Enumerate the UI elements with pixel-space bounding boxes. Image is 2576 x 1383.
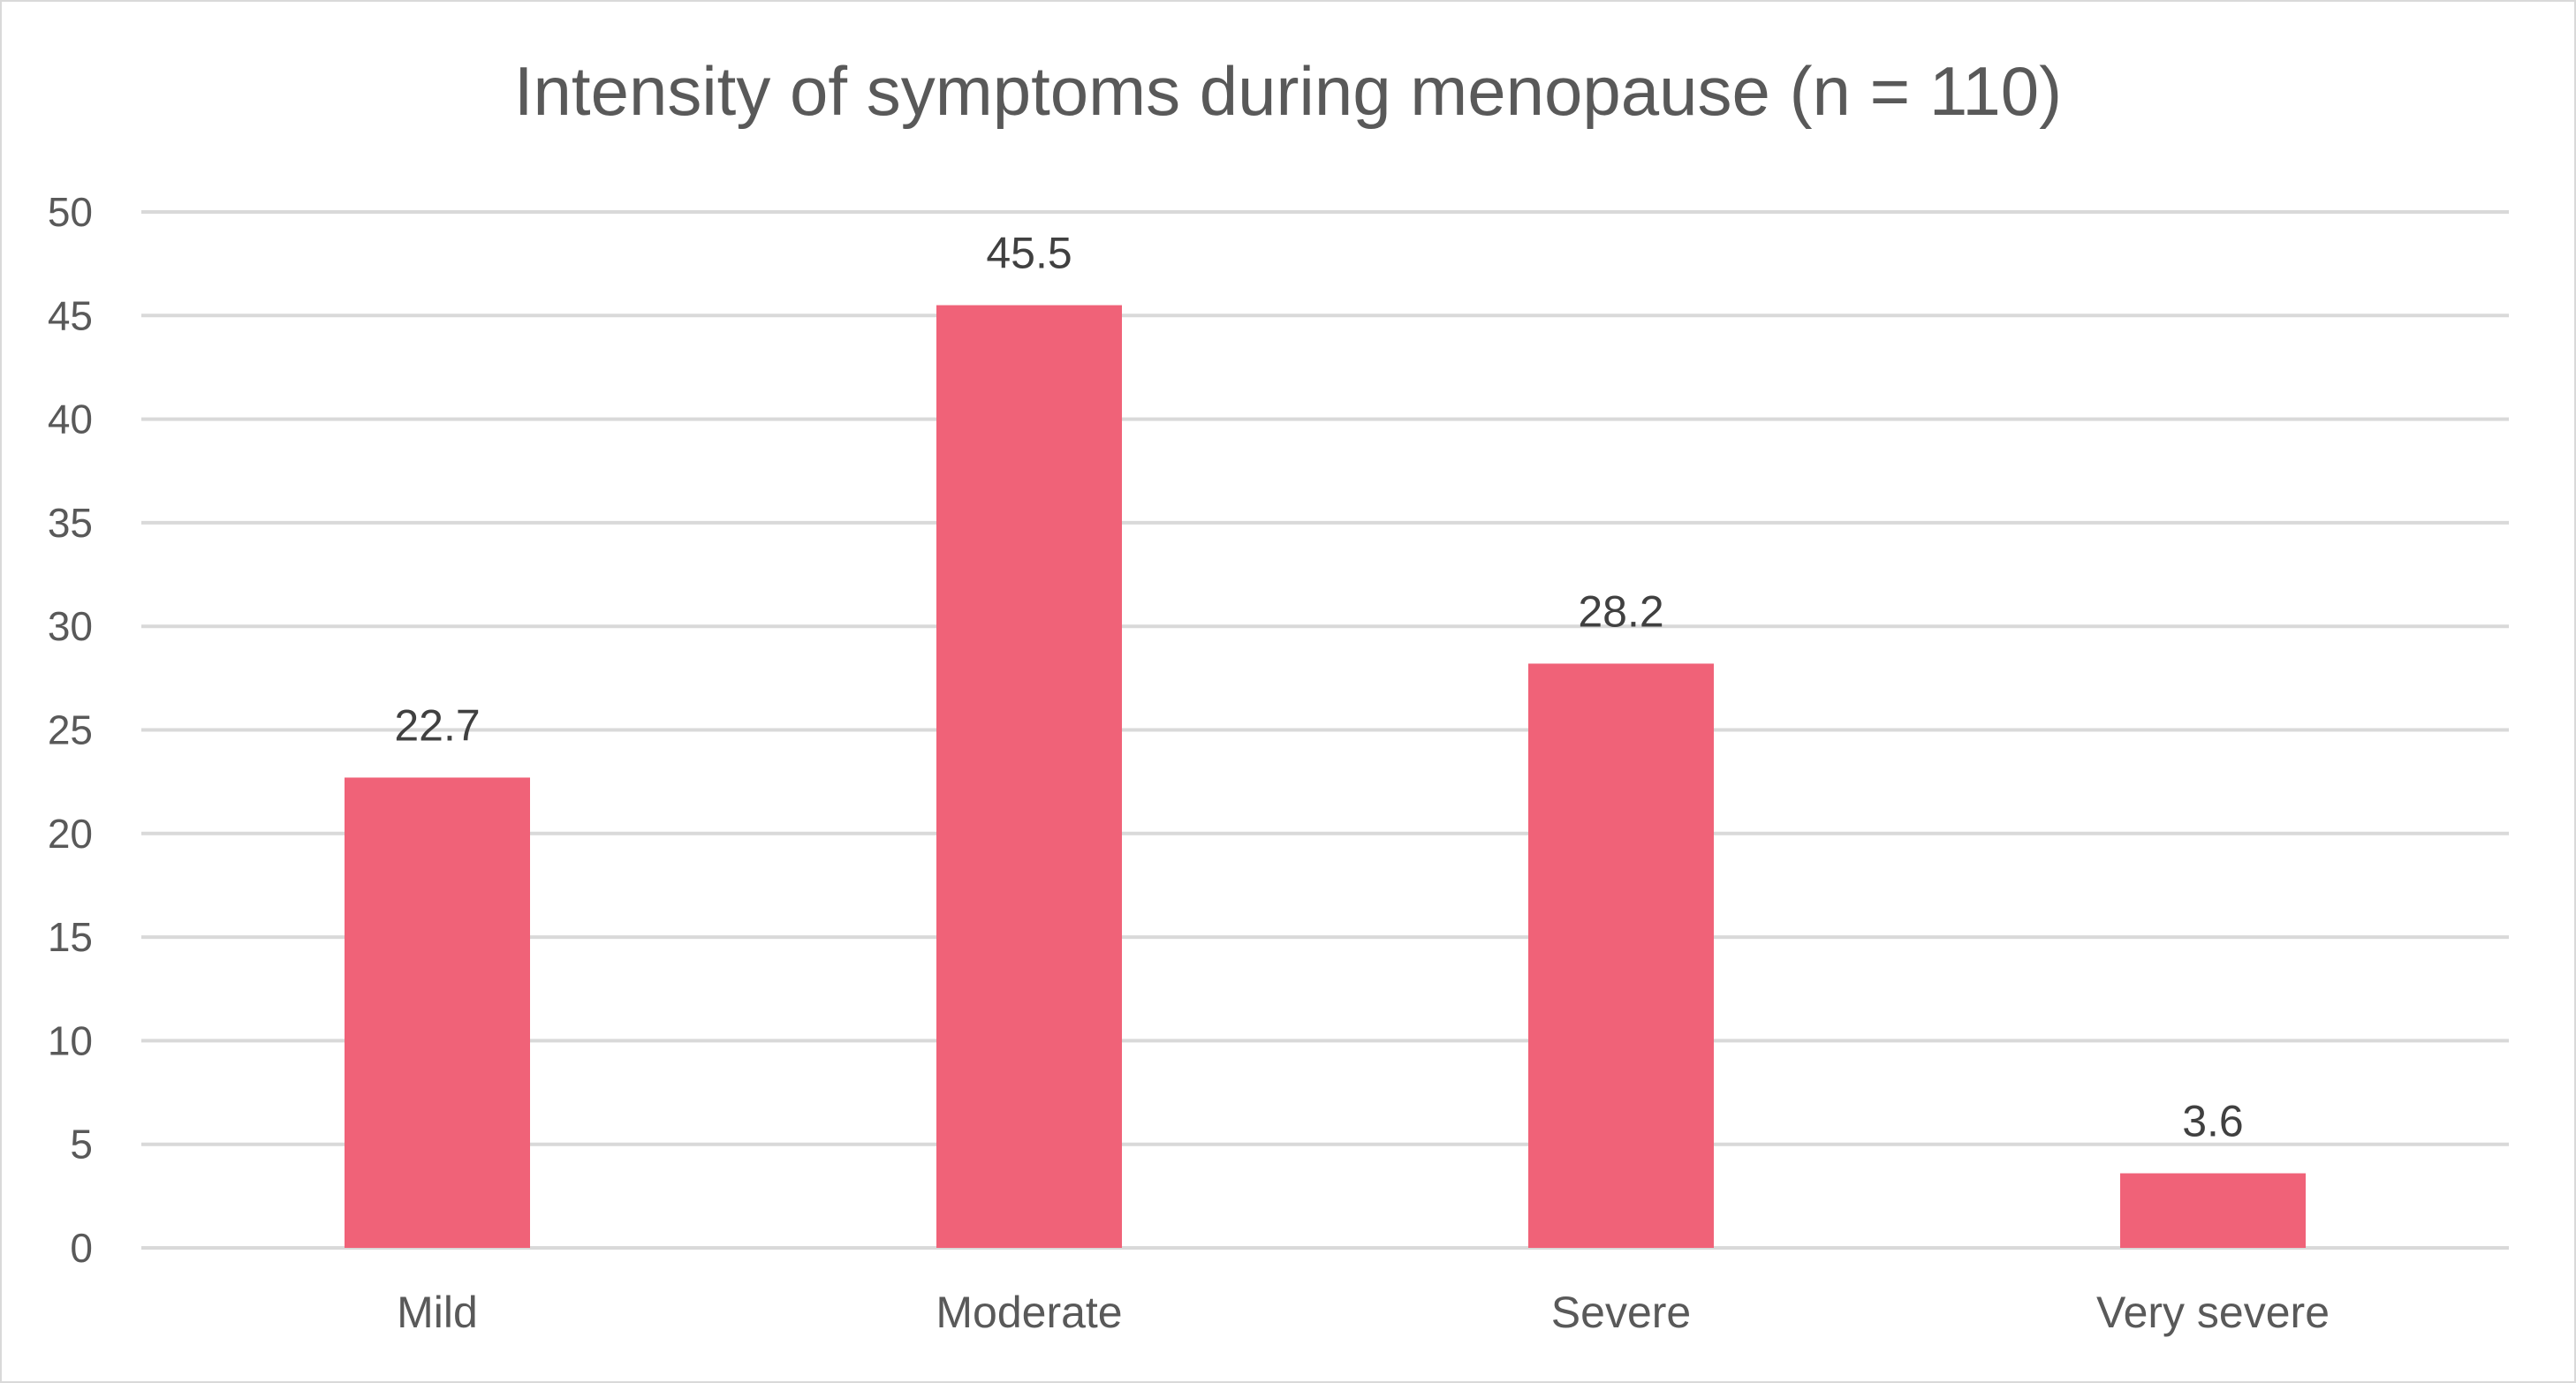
y-tick-label: 10 [48, 1017, 93, 1063]
bar-severe [1528, 663, 1714, 1248]
data-label: 28.2 [1578, 586, 1663, 636]
bars [345, 305, 2306, 1248]
y-tick-label: 30 [48, 603, 93, 649]
y-tick-label: 0 [70, 1225, 93, 1271]
bar-very-severe [2120, 1173, 2306, 1248]
chart-title: Intensity of symptoms during menopause (… [514, 52, 2062, 130]
x-axis-category-labels: Mild Moderate Severe Very severe [397, 1288, 2330, 1337]
data-label: 45.5 [986, 229, 1072, 278]
x-category-label: Mild [397, 1288, 478, 1337]
y-tick-label: 20 [48, 811, 93, 857]
y-axis-tick-labels: 0 5 10 15 20 25 30 35 40 45 50 [48, 189, 93, 1271]
x-category-label: Severe [1551, 1288, 1691, 1337]
y-tick-label: 35 [48, 500, 93, 546]
data-label: 3.6 [2182, 1097, 2244, 1146]
data-labels: 22.7 45.5 28.2 3.6 [394, 229, 2243, 1146]
y-tick-label: 50 [48, 189, 93, 235]
y-tick-label: 45 [48, 292, 93, 338]
x-category-label: Moderate [936, 1288, 1122, 1337]
y-tick-label: 25 [48, 707, 93, 753]
gridlines [141, 210, 2509, 1250]
x-category-label: Very severe [2096, 1288, 2330, 1337]
y-tick-label: 5 [70, 1122, 93, 1168]
data-label: 22.7 [394, 700, 480, 750]
bar-mild [345, 777, 530, 1248]
y-tick-label: 15 [48, 914, 93, 960]
bar-moderate [936, 305, 1122, 1248]
y-tick-label: 40 [48, 397, 93, 442]
